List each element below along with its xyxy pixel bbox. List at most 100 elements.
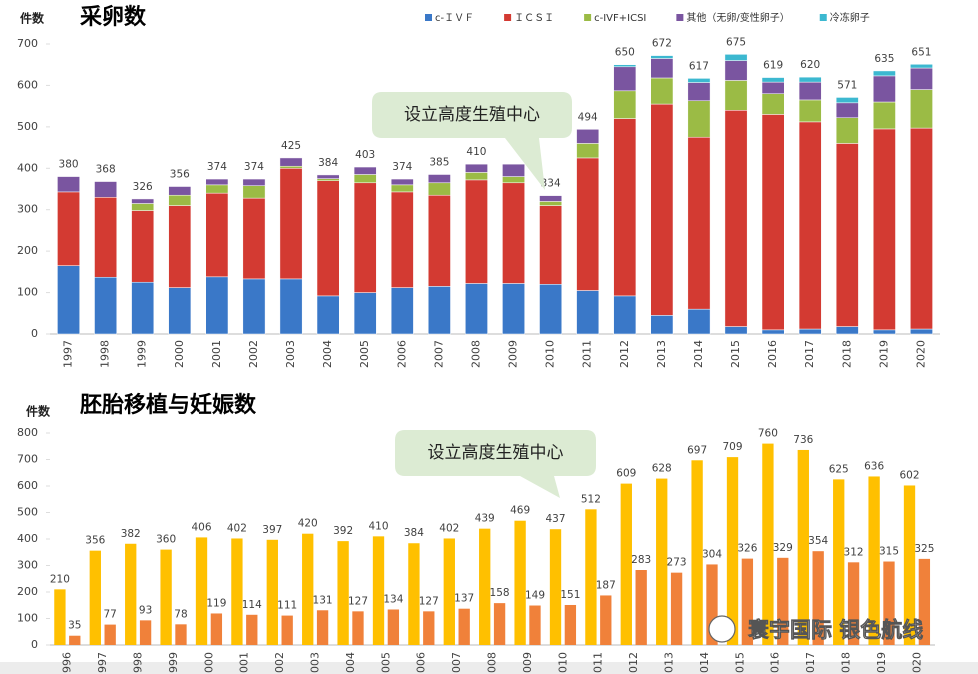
bar-segment <box>910 328 933 335</box>
value-label: 35 <box>68 620 81 632</box>
x-tick-label: 2003 <box>309 652 322 674</box>
bar <box>883 561 895 645</box>
bar-segment <box>835 326 859 335</box>
x-tick-label: 2014 <box>692 340 705 368</box>
legend-label: ＩＣＳＩ <box>514 13 554 24</box>
callout-text: 设立高度生殖中心 <box>428 443 564 463</box>
x-tick-label: 2016 <box>769 652 782 674</box>
bar <box>656 478 668 645</box>
bar-segment <box>316 180 340 297</box>
x-tick-label: 2011 <box>581 340 594 368</box>
y-tick-label: 700 <box>17 453 38 466</box>
bar <box>408 543 420 645</box>
bar-segment <box>390 191 414 288</box>
value-label: 402 <box>227 522 247 534</box>
bar <box>195 537 208 645</box>
x-tick-label: 1997 <box>96 652 109 674</box>
total-label: 494 <box>578 111 598 123</box>
bar-segment <box>724 110 748 327</box>
bar-segment <box>465 179 488 284</box>
bar <box>210 613 223 645</box>
total-label: 384 <box>318 157 338 169</box>
bar <box>281 615 293 645</box>
bar-segment <box>650 103 674 316</box>
bar-segment <box>131 281 155 335</box>
y-tick-label: 200 <box>17 244 38 257</box>
bar <box>125 543 137 645</box>
bar-segment <box>279 278 303 335</box>
bar-segment <box>205 184 229 194</box>
x-tick-label: 2020 <box>914 340 927 368</box>
bar <box>564 604 577 645</box>
bar-segment <box>316 174 340 179</box>
total-label: 620 <box>800 59 820 71</box>
bar-segment <box>502 182 525 284</box>
x-tick-label: 1998 <box>132 652 145 674</box>
value-label: 78 <box>174 608 187 620</box>
x-tick-label: 2001 <box>210 340 223 368</box>
bar-segment <box>279 157 303 167</box>
x-tick-label: 2020 <box>910 652 923 674</box>
bar <box>175 624 187 645</box>
total-label: 425 <box>281 140 301 152</box>
value-label: 134 <box>383 593 403 605</box>
bar-segment <box>798 99 822 123</box>
bar-segment <box>168 186 192 196</box>
value-label: 127 <box>348 595 368 607</box>
x-tick-label: 2000 <box>173 340 186 368</box>
value-label: 187 <box>596 579 616 591</box>
bar-segment <box>205 178 229 186</box>
bar <box>777 557 789 645</box>
x-tick-label: 2003 <box>284 340 297 368</box>
bar <box>670 572 683 645</box>
x-tick-label: 2018 <box>840 652 853 674</box>
value-label: 402 <box>439 522 459 534</box>
bar-segment <box>761 114 785 331</box>
x-tick-label: 1999 <box>136 340 149 368</box>
value-label: 736 <box>793 434 813 446</box>
value-label: 628 <box>652 463 672 475</box>
total-label: 410 <box>466 146 486 158</box>
bar-segment <box>242 278 266 335</box>
bar-segment <box>873 329 896 335</box>
bar-segment <box>502 176 525 184</box>
bar <box>600 595 612 645</box>
bar <box>423 611 435 645</box>
bar-segment <box>390 184 414 193</box>
bar-segment <box>576 129 600 144</box>
bar-segment <box>428 182 451 196</box>
bar-segment <box>353 174 377 184</box>
bar <box>726 457 739 645</box>
chart-title: 采卵数 <box>80 4 147 30</box>
bar <box>847 562 860 645</box>
value-label: 760 <box>758 428 778 440</box>
bar-segment <box>502 283 525 335</box>
total-label: 650 <box>615 47 635 59</box>
bar-segment <box>650 77 674 105</box>
bar-segment <box>724 60 748 81</box>
legend-swatch <box>819 14 827 21</box>
bar <box>266 539 278 645</box>
x-tick-label: 2013 <box>663 652 676 674</box>
total-label: 334 <box>541 178 561 190</box>
bar-segment <box>205 276 229 335</box>
value-label: 111 <box>277 600 297 612</box>
x-tick-label: 2000 <box>202 652 215 674</box>
bar-segment <box>613 118 637 297</box>
x-tick-label: 1998 <box>99 340 112 368</box>
y-tick-label: 300 <box>17 559 38 572</box>
x-tick-label: 2017 <box>803 340 816 368</box>
bar <box>493 603 506 645</box>
y-tick-label: 400 <box>17 532 38 545</box>
bar-segment <box>465 283 488 335</box>
watermark: 寰宇国际 银色航线 <box>747 618 923 642</box>
y-tick-label: 100 <box>17 612 38 625</box>
total-label: 326 <box>133 181 153 193</box>
bar-segment <box>835 102 859 118</box>
bar-segment <box>835 117 859 144</box>
value-label: 127 <box>419 595 439 607</box>
y-tick-label: 200 <box>17 585 38 598</box>
bar-segment <box>687 82 711 102</box>
legend-label: c-ＩＶＦ <box>435 13 474 24</box>
